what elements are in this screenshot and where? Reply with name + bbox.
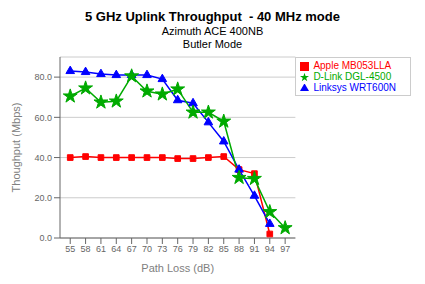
html-text:Apple MB053LLA: Apple MB053LLA [313, 60, 392, 71]
svg-text:79: 79 [188, 244, 198, 254]
svg-text:58: 58 [81, 244, 91, 254]
svg-text:85: 85 [219, 244, 229, 254]
svg-text:97: 97 [280, 244, 290, 254]
svg-text:76: 76 [173, 244, 183, 254]
svg-text:67: 67 [127, 244, 137, 254]
svg-text:55: 55 [65, 244, 75, 254]
svg-text:70: 70 [142, 244, 152, 254]
svg-text:Path Loss (dB): Path Loss (dB) [141, 262, 214, 274]
html-text:Butler Mode: Butler Mode [182, 38, 243, 50]
svg-text:20.0: 20.0 [34, 193, 52, 203]
svg-text:0.0: 0.0 [39, 233, 52, 243]
svg-text:88: 88 [234, 244, 244, 254]
svg-text:91: 91 [249, 244, 259, 254]
svg-text:Thoughput (Mbps): Thoughput (Mbps) [10, 103, 22, 193]
svg-text:61: 61 [96, 244, 106, 254]
svg-text:60.0: 60.0 [34, 113, 52, 123]
html-text:Azimuth ACE 400NB: Azimuth ACE 400NB [161, 25, 264, 37]
html-text:Linksys WRT600N: Linksys WRT600N [313, 82, 396, 93]
svg-text:64: 64 [111, 244, 121, 254]
html-text:5 GHz Uplink Throughput - 40 M: 5 GHz Uplink Throughput - 40 MHz mode [85, 9, 340, 24]
html-text:D-Link DGL-4500: D-Link DGL-4500 [313, 71, 392, 82]
svg-text:73: 73 [157, 244, 167, 254]
svg-text:40.0: 40.0 [34, 153, 52, 163]
svg-text:82: 82 [203, 244, 213, 254]
svg-text:94: 94 [265, 244, 275, 254]
svg-text:80.0: 80.0 [34, 72, 52, 82]
